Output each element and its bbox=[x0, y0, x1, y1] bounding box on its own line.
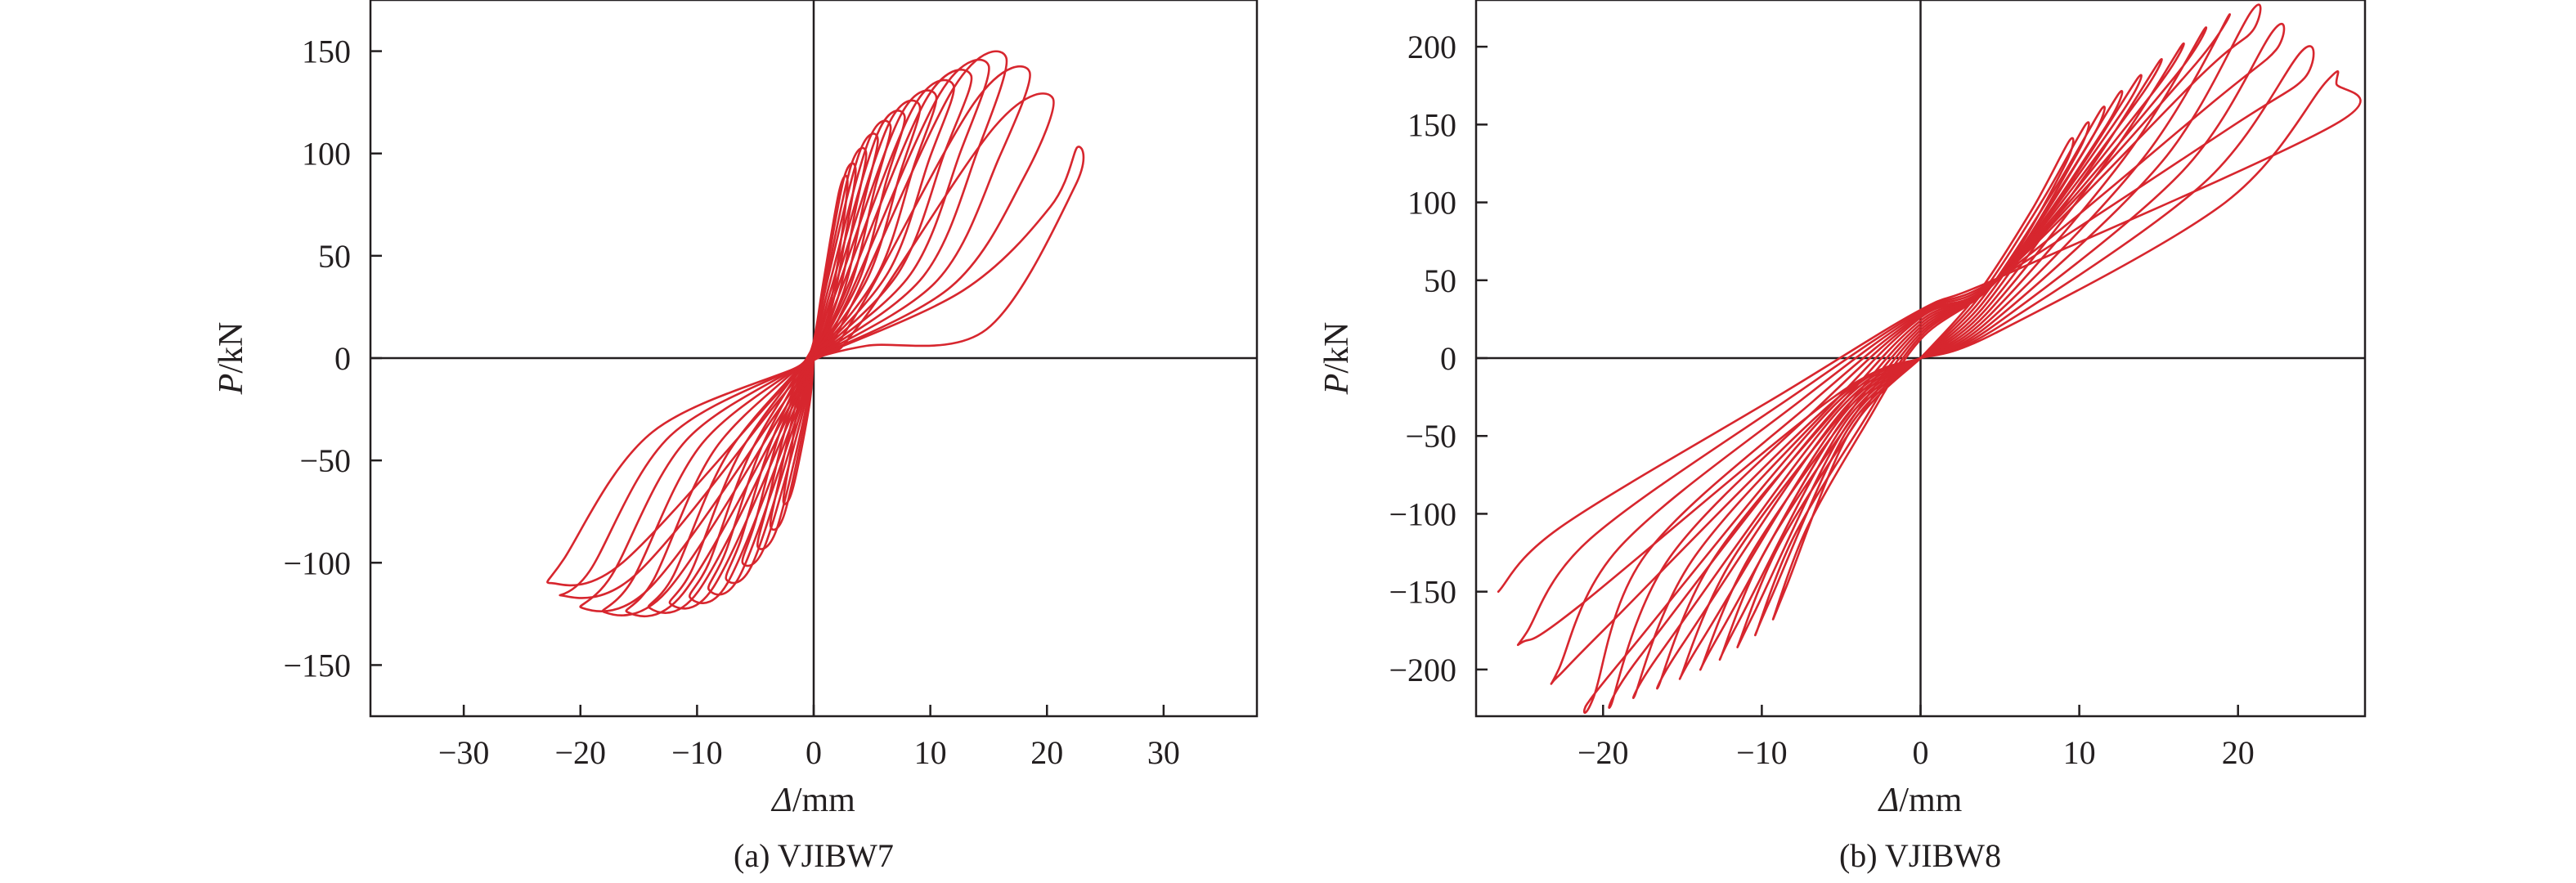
y-tick-label: −50 bbox=[1405, 418, 1456, 455]
hysteresis-loop bbox=[601, 58, 990, 616]
hysteresis-loop bbox=[1497, 69, 2362, 593]
hysteresis-loop bbox=[1516, 45, 2315, 647]
x-tick-label: 20 bbox=[2222, 734, 2255, 771]
panel-caption: (a) VJIBW7 bbox=[734, 837, 894, 874]
hysteresis-loop bbox=[1656, 42, 2185, 690]
x-axis-unit: /mm bbox=[792, 782, 855, 819]
x-tick-label: 10 bbox=[2063, 734, 2096, 771]
hysteresis-loop bbox=[1736, 105, 2106, 648]
y-tick-label: −150 bbox=[1389, 574, 1456, 611]
y-axis-unit: /kN bbox=[1318, 322, 1356, 374]
x-tick-label: 10 bbox=[914, 734, 947, 771]
x-tick-label: 0 bbox=[1913, 734, 1929, 771]
x-axis-label: Δ/mm bbox=[1878, 782, 1963, 819]
x-axis-variable: Δ bbox=[1878, 782, 1900, 819]
x-tick-label: −10 bbox=[671, 734, 723, 771]
x-tick-label: 0 bbox=[806, 734, 822, 771]
y-axis-variable: P bbox=[213, 374, 250, 396]
y-tick-label: 0 bbox=[334, 340, 351, 377]
y-tick-label: 150 bbox=[302, 34, 351, 70]
panel-caption: (b) VJIBW8 bbox=[1839, 837, 2001, 874]
hysteresis-loop bbox=[1678, 58, 2163, 680]
chart-panel-a: −30 −20 −10 0 10 20 30−150−100−50050100150Δ/mm… bbox=[213, 0, 1259, 874]
y-tick-label: −200 bbox=[1389, 652, 1456, 688]
y-axis-unit: /kN bbox=[213, 322, 250, 374]
hysteresis-loop bbox=[1550, 23, 2286, 685]
y-tick-label: 100 bbox=[1407, 185, 1456, 222]
hysteresis-loop bbox=[579, 50, 1008, 612]
hysteresis-loop bbox=[1718, 90, 2124, 661]
hysteresis-loop bbox=[647, 78, 955, 614]
hysteresis-loop bbox=[1771, 137, 2075, 621]
x-tick-label: −30 bbox=[438, 734, 490, 771]
hysteresis-loop bbox=[1631, 26, 2208, 699]
x-tick-label: −10 bbox=[1736, 734, 1788, 771]
x-tick-label: −20 bbox=[554, 734, 606, 771]
y-tick-label: 200 bbox=[1407, 29, 1456, 65]
y-tick-label: 100 bbox=[302, 136, 351, 173]
hysteresis-curves bbox=[546, 50, 1085, 617]
y-tick-label: −150 bbox=[283, 647, 351, 684]
y-tick-label: 0 bbox=[1440, 340, 1456, 377]
hysteresis-loop bbox=[1754, 121, 2090, 637]
y-axis-variable: P bbox=[1318, 374, 1356, 396]
y-axis-label: P/kN bbox=[1318, 322, 1356, 396]
y-tick-label: 50 bbox=[318, 238, 351, 275]
x-tick-label: 30 bbox=[1147, 734, 1180, 771]
y-tick-label: 50 bbox=[1424, 262, 1456, 299]
hysteresis-loop bbox=[812, 146, 1085, 360]
hysteresis-curves bbox=[1497, 3, 2362, 715]
y-tick-label: 150 bbox=[1407, 106, 1456, 143]
hysteresis-loop bbox=[1608, 13, 2231, 710]
hysteresis-loop bbox=[546, 92, 1055, 587]
x-axis-variable: Δ bbox=[770, 782, 792, 819]
x-axis-unit: /mm bbox=[1899, 782, 1962, 819]
x-axis-label: Δ/mm bbox=[770, 782, 855, 819]
x-tick-label: 20 bbox=[1030, 734, 1063, 771]
y-axis-label: P/kN bbox=[213, 322, 250, 396]
chart-panel-b: −20 −10 0 10 20−200−150−100−50050100150200Δ/… bbox=[1318, 0, 2367, 874]
y-tick-label: −50 bbox=[299, 442, 351, 479]
y-tick-label: −100 bbox=[283, 545, 351, 581]
y-tick-label: −100 bbox=[1389, 495, 1456, 532]
hysteresis-loop bbox=[1582, 3, 2262, 715]
hysteresis-loop bbox=[1699, 74, 2143, 671]
hysteresis-loop bbox=[559, 65, 1031, 599]
x-tick-label: −20 bbox=[1577, 734, 1629, 771]
